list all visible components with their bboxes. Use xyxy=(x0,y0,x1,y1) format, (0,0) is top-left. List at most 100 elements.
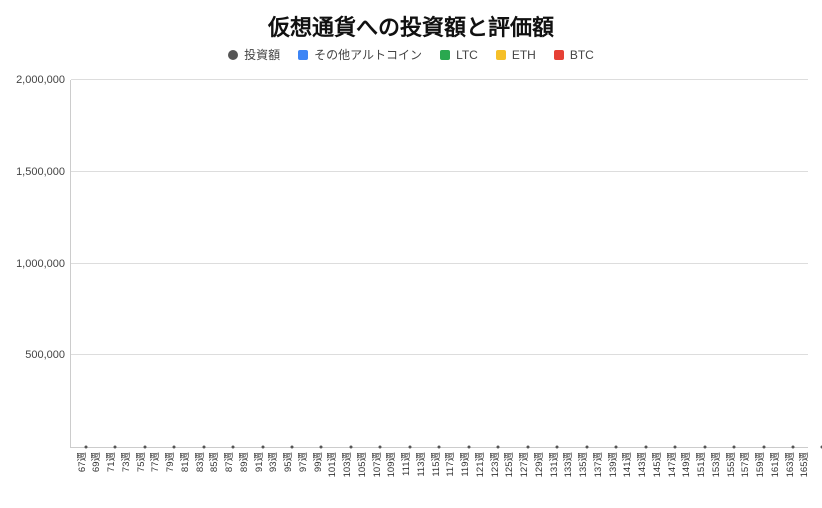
x-label-slot: 99週 xyxy=(306,448,313,508)
x-label-slot: 135週 xyxy=(572,448,579,508)
x-label-slot: 143週 xyxy=(631,448,638,508)
x-label-slot xyxy=(697,448,704,508)
x-label-slot xyxy=(136,448,143,508)
x-label-slot xyxy=(520,448,527,508)
x-label-slot: 69週 xyxy=(85,448,92,508)
x-label-slot: 121週 xyxy=(468,448,475,508)
x-label-slot: 133週 xyxy=(557,448,564,508)
x-label-slot: 87週 xyxy=(218,448,225,508)
x-label-slot xyxy=(608,448,615,508)
x-label-slot xyxy=(343,448,350,508)
x-label-slot: 159週 xyxy=(749,448,756,508)
x-label-slot: 123週 xyxy=(483,448,490,508)
x-label-slot: 149週 xyxy=(675,448,682,508)
legend-label: 投資額 xyxy=(244,46,280,63)
x-label-slot xyxy=(741,448,748,508)
legend-swatch xyxy=(440,50,450,60)
x-label-slot xyxy=(358,448,365,508)
bars-layer xyxy=(71,80,808,447)
x-label-slot: 157週 xyxy=(734,448,741,508)
x-label-slot: 137週 xyxy=(586,448,593,508)
x-label-slot xyxy=(682,448,689,508)
x-label-slot xyxy=(254,448,261,508)
x-label-slot xyxy=(549,448,556,508)
legend-item: ETH xyxy=(496,46,536,63)
x-label-slot xyxy=(446,448,453,508)
x-label-slot xyxy=(638,448,645,508)
gridline: 1,000,000 xyxy=(71,263,808,264)
x-label-slot: 115週 xyxy=(424,448,431,508)
x-label-slot: 67週 xyxy=(70,448,77,508)
x-label-slot: 89週 xyxy=(232,448,239,508)
x-label-slot: 91週 xyxy=(247,448,254,508)
x-label-slot xyxy=(372,448,379,508)
x-label-slot: 71週 xyxy=(100,448,107,508)
x-label-slot: 113週 xyxy=(409,448,416,508)
x-label-slot: 139週 xyxy=(601,448,608,508)
legend: 投資額 その他アルトコイン LTC ETH BTC xyxy=(0,46,822,63)
legend-swatch xyxy=(298,50,308,60)
x-label-slot: 153週 xyxy=(704,448,711,508)
x-label-slot: 129週 xyxy=(527,448,534,508)
x-label-slot xyxy=(195,448,202,508)
x-label-slot xyxy=(387,448,394,508)
x-label-slot xyxy=(756,448,763,508)
x-label-slot xyxy=(726,448,733,508)
x-label-slot: 163週 xyxy=(778,448,785,508)
x-label-slot xyxy=(800,448,807,508)
x-label-slot: 105週 xyxy=(350,448,357,508)
x-label-slot: 147週 xyxy=(660,448,667,508)
x-label-slot xyxy=(490,448,497,508)
legend-item: LTC xyxy=(440,46,478,63)
x-label-slot xyxy=(328,448,335,508)
gridline: 1,500,000 xyxy=(71,171,808,172)
x-label-slot xyxy=(579,448,586,508)
x-label-slot xyxy=(402,448,409,508)
x-label-slot xyxy=(476,448,483,508)
legend-swatch xyxy=(554,50,564,60)
x-label-slot xyxy=(299,448,306,508)
legend-swatch xyxy=(496,50,506,60)
plot-area: 0500,0001,000,0001,500,0002,000,000 xyxy=(70,80,808,448)
x-label-slot xyxy=(313,448,320,508)
x-label-slot xyxy=(181,448,188,508)
chart-container: 仮想通貨への投資額と評価額 投資額その他アルトコインLTCETHBTC 0500… xyxy=(0,0,822,508)
x-label-slot: 155週 xyxy=(719,448,726,508)
x-label-slot xyxy=(535,448,542,508)
x-label-slot xyxy=(210,448,217,508)
x-label-slot xyxy=(166,448,173,508)
x-label-slot: 77週 xyxy=(144,448,151,508)
x-label-slot xyxy=(771,448,778,508)
legend-label: その他アルトコイン xyxy=(314,46,422,63)
x-label-slot xyxy=(240,448,247,508)
x-label-slot: 101週 xyxy=(321,448,328,508)
x-label-slot xyxy=(594,448,601,508)
y-tick-label: 1,500,000 xyxy=(16,166,65,178)
x-label-slot: 165週 xyxy=(793,448,800,508)
x-label-slot: 97週 xyxy=(291,448,298,508)
x-label-slot xyxy=(284,448,291,508)
x-label-slot: 85週 xyxy=(203,448,210,508)
x-label-slot xyxy=(653,448,660,508)
legend-item: その他アルトコイン xyxy=(298,46,422,63)
x-label-slot: 73週 xyxy=(114,448,121,508)
x-label-slot: 95週 xyxy=(277,448,284,508)
x-label-slot: 127週 xyxy=(513,448,520,508)
x-label-slot: 125週 xyxy=(498,448,505,508)
x-label-slot: 119週 xyxy=(454,448,461,508)
x-label-slot xyxy=(564,448,571,508)
x-label-slot: 111週 xyxy=(395,448,402,508)
chart-title: 仮想通貨への投資額と評価額 xyxy=(0,10,822,42)
x-label-slot: 117週 xyxy=(439,448,446,508)
x-label-slot xyxy=(712,448,719,508)
x-label-slot xyxy=(269,448,276,508)
legend-item: BTC xyxy=(554,46,594,63)
x-label-slot xyxy=(77,448,84,508)
x-axis: 67週69週71週73週75週77週79週81週83週85週87週89週91週9… xyxy=(70,448,808,508)
x-label-slot xyxy=(122,448,129,508)
x-label-slot xyxy=(107,448,114,508)
gridline: 2,000,000 xyxy=(71,79,808,80)
x-label-slot xyxy=(505,448,512,508)
x-label-slot: 83週 xyxy=(188,448,195,508)
legend-label: LTC xyxy=(456,48,478,62)
